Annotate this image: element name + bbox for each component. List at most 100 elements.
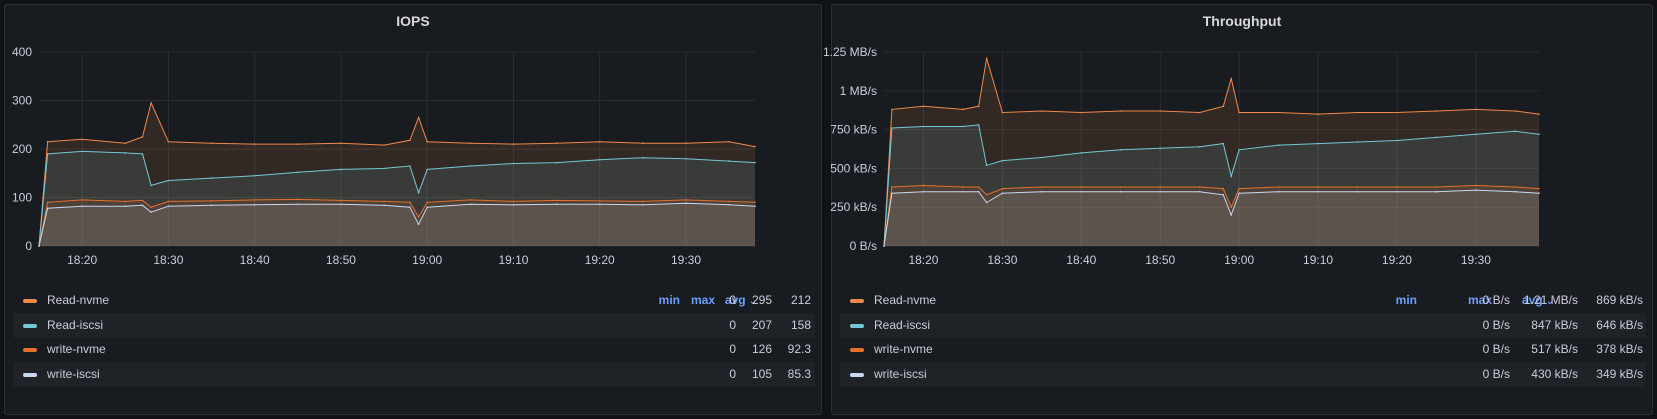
y-tick-label: 750 kB/s xyxy=(830,123,877,137)
iops-panel: IOPS 0 100 200 300 400 18:20 18:30 18:40 18:50 19… xyxy=(4,4,822,415)
data-point xyxy=(1159,186,1161,188)
chevron-down-icon: ⌄ xyxy=(748,296,757,307)
data-point xyxy=(555,161,558,164)
iops-chart[interactable]: 0 100 200 300 400 18:20 18:30 18:40 18:50 19:00 19… xyxy=(5,41,823,271)
data-point xyxy=(297,171,299,174)
series-name[interactable]: write-iscsi xyxy=(874,366,927,381)
x-tick-label: 19:00 xyxy=(412,253,442,267)
data-point xyxy=(1119,110,1122,112)
data-point xyxy=(297,143,299,145)
data-point xyxy=(167,140,170,143)
series-min-value: 0 B/s xyxy=(1482,366,1510,381)
data-point xyxy=(1230,77,1232,80)
series-color-swatch[interactable] xyxy=(850,348,864,352)
data-point xyxy=(512,143,515,145)
data-point xyxy=(962,190,964,193)
legend-header-avg[interactable]: avg ⌄ xyxy=(1504,293,1554,307)
data-point xyxy=(1396,139,1398,142)
legend-row[interactable]: Read-iscsi 0 207 158 xyxy=(13,312,815,338)
series-color-swatch[interactable] xyxy=(23,348,37,352)
data-point xyxy=(922,184,925,187)
data-point xyxy=(985,164,988,167)
data-point xyxy=(1001,111,1004,114)
series-min-value: 0 xyxy=(729,342,736,356)
legend-row[interactable]: Read-iscsi 0 B/s 847 kB/s 646 kB/s xyxy=(840,312,1646,338)
data-point xyxy=(598,200,601,202)
data-point xyxy=(253,199,256,201)
data-point xyxy=(1001,159,1004,162)
data-point xyxy=(962,125,964,128)
series-name[interactable]: Read-iscsi xyxy=(47,317,104,332)
data-point xyxy=(150,184,152,187)
legend-header-min[interactable]: min xyxy=(658,293,680,307)
panel-title[interactable]: Throughput xyxy=(1202,13,1282,29)
legend-row[interactable]: write-nvme 0 126 92.3 xyxy=(13,337,815,362)
data-point xyxy=(141,204,144,207)
data-point xyxy=(1080,111,1083,114)
data-point xyxy=(1159,110,1161,112)
data-point xyxy=(340,168,342,171)
data-point xyxy=(383,144,385,146)
series-name[interactable]: write-iscsi xyxy=(47,366,100,381)
y-tick-label: 1.25 MB/s xyxy=(823,45,877,59)
data-point xyxy=(409,206,411,208)
x-tick-label: 18:20 xyxy=(908,253,938,267)
data-point xyxy=(1080,152,1083,154)
legend-row[interactable]: write-nvme 0 B/s 517 kB/s 378 kB/s xyxy=(840,337,1646,362)
data-point xyxy=(426,206,429,208)
data-point xyxy=(1538,192,1540,194)
legend-row[interactable]: Read-nvme 0 B/s 1.21 MB/s 869 kB/s xyxy=(840,288,1646,313)
data-point xyxy=(1435,110,1438,112)
data-point xyxy=(985,201,988,204)
data-point xyxy=(642,142,644,144)
series-min-value: 0 xyxy=(729,293,736,307)
data-point xyxy=(1317,190,1319,193)
legend-header-min[interactable]: min xyxy=(1395,293,1417,307)
data-point xyxy=(985,194,988,196)
data-point xyxy=(1317,142,1319,145)
series-avg-value: 869 kB/s xyxy=(1596,293,1643,307)
data-point xyxy=(46,153,49,155)
throughput-chart[interactable]: 0 B/s 250 kB/s 500 kB/s 750 kB/s 1 MB/s 1.25 … xyxy=(823,41,1654,271)
series-area-read-iscsi xyxy=(884,124,1539,246)
series-name[interactable]: Read-iscsi xyxy=(874,317,931,332)
data-point xyxy=(1001,187,1004,190)
data-point xyxy=(1159,147,1161,149)
data-point xyxy=(141,136,144,138)
series-color-swatch[interactable] xyxy=(850,299,864,303)
panel-title[interactable]: IOPS xyxy=(396,13,430,29)
x-tick-label: 19:10 xyxy=(498,253,528,267)
data-point xyxy=(754,205,756,207)
legend-row[interactable]: Read-nvme 0 295 212 xyxy=(13,288,815,313)
legend-row[interactable]: write-iscsi 0 105 85.3 xyxy=(13,361,815,387)
data-point xyxy=(1230,206,1232,208)
series-color-swatch[interactable] xyxy=(23,299,37,303)
data-point xyxy=(1080,186,1083,188)
data-point xyxy=(555,199,558,202)
legend-header-avg[interactable]: avg ⌄ xyxy=(721,293,757,307)
data-point xyxy=(1475,108,1477,111)
legend-row[interactable]: write-iscsi 0 B/s 430 kB/s 349 kB/s xyxy=(840,361,1646,387)
series-color-swatch[interactable] xyxy=(23,323,37,328)
legend-header-max[interactable]: max xyxy=(1467,293,1492,307)
series-name[interactable]: write-nvme xyxy=(47,342,106,356)
data-point xyxy=(1277,186,1280,188)
legend-header-max[interactable]: max xyxy=(690,293,715,307)
series-name[interactable]: Read-nvme xyxy=(874,293,937,307)
data-point xyxy=(124,142,127,144)
series-color-swatch[interactable] xyxy=(850,372,864,377)
series-color-swatch[interactable] xyxy=(850,323,864,328)
data-point xyxy=(1396,111,1398,114)
data-point xyxy=(1356,186,1359,188)
x-tick-label: 18:50 xyxy=(326,253,356,267)
series-name[interactable]: Read-nvme xyxy=(47,293,110,307)
data-point xyxy=(891,192,893,194)
data-point xyxy=(409,165,411,167)
series-avg-value: 212 xyxy=(790,293,811,307)
x-tick-label: 18:30 xyxy=(153,253,183,267)
x-tick-label: 19:30 xyxy=(1461,253,1491,267)
data-point xyxy=(598,158,601,161)
data-point xyxy=(962,186,964,188)
series-name[interactable]: write-nvme xyxy=(874,342,933,356)
series-color-swatch[interactable] xyxy=(23,372,37,377)
